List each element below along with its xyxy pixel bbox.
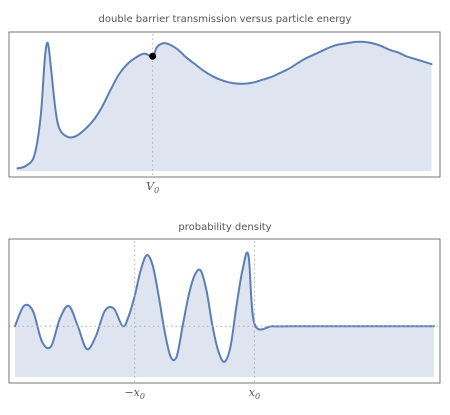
probability-title: probability density	[178, 222, 271, 233]
probability-panel: probability density −x0 x0	[8, 222, 441, 401]
x-tick-label: x0	[249, 386, 260, 401]
series-line	[13, 251, 436, 363]
x-tick-label: V0	[146, 180, 159, 195]
transmission-title: double barrier transmission versus parti…	[99, 14, 352, 25]
probability-plot: −x0 x0	[9, 241, 440, 401]
probability-frame	[8, 238, 441, 384]
x-tick-label: −x0	[124, 386, 145, 401]
transmission-panel: double barrier transmission versus parti…	[8, 14, 441, 195]
series-area	[14, 252, 435, 377]
transmission-plot: V0	[16, 34, 433, 195]
series-line	[16, 40, 433, 170]
transmission-frame	[8, 31, 441, 178]
series-area	[17, 41, 432, 172]
highlight-point	[149, 52, 157, 60]
